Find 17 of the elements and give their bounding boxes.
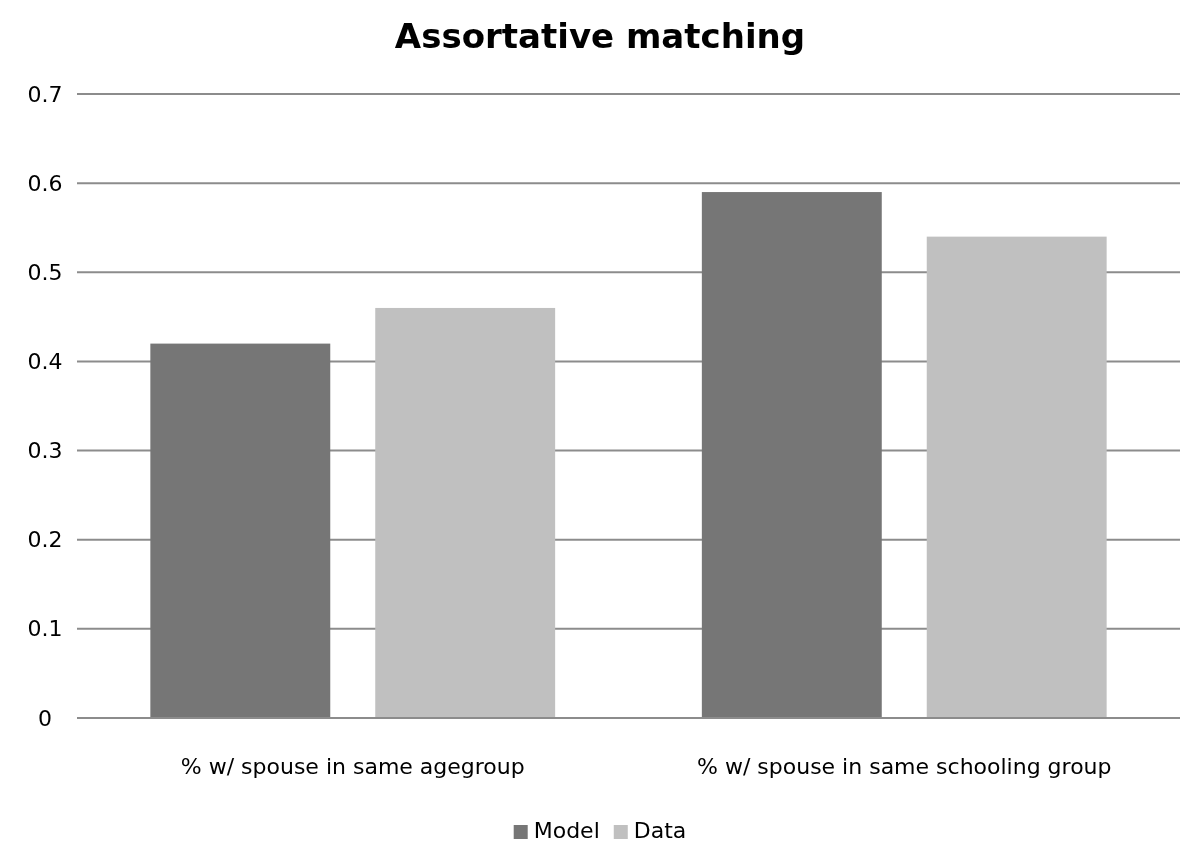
x-tick-label: % w/ spouse in same agegroup — [180, 753, 525, 779]
bar — [375, 307, 556, 718]
legend-label: Model — [533, 818, 600, 843]
bar — [150, 343, 331, 718]
y-tick-label: 0.1 — [27, 616, 63, 642]
bar — [926, 236, 1107, 718]
chart-title: Assortative matching — [394, 16, 806, 56]
legend-label: Data — [633, 818, 687, 843]
y-tick-label: 0.4 — [27, 348, 63, 374]
bar — [701, 192, 882, 718]
y-tick-label: 0.7 — [27, 81, 63, 107]
y-tick-label: 0.2 — [27, 527, 63, 553]
y-tick-label: 0.3 — [27, 438, 63, 464]
y-tick-label: 0.5 — [27, 259, 63, 285]
y-tick-label: 0.6 — [27, 170, 63, 196]
x-tick-label: % w/ spouse in same schooling group — [696, 753, 1112, 779]
y-tick-label: 0 — [38, 705, 52, 731]
